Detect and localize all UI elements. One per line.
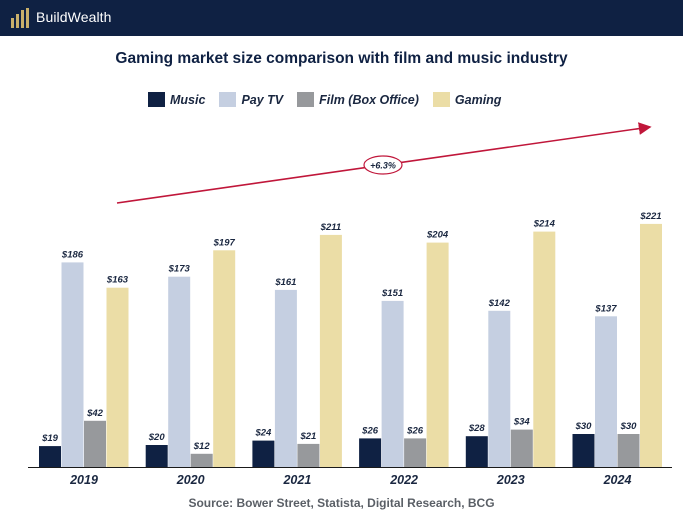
brand-name: BuildWealth bbox=[36, 9, 112, 25]
bar-music-2024 bbox=[572, 434, 595, 467]
legend-label-gaming: Gaming bbox=[454, 92, 502, 107]
bar-music-2023 bbox=[465, 436, 488, 467]
bar-pay-tv-2021 bbox=[274, 289, 297, 467]
legend-item-gaming: Gaming bbox=[432, 92, 502, 107]
growth-annotation-label: +6.3% bbox=[370, 161, 396, 171]
bar-pay-tv-2020 bbox=[168, 276, 191, 467]
data-label-film-box-office-2022: $26 bbox=[406, 425, 424, 436]
legend-label-music: Music bbox=[170, 92, 206, 107]
data-label-pay-tv-2022: $151 bbox=[381, 288, 403, 299]
chart-title: Gaming market size comparison with film … bbox=[115, 50, 568, 67]
data-label-pay-tv-2020: $173 bbox=[168, 264, 191, 275]
growth-annotation-oval bbox=[363, 155, 403, 175]
chart-legend: Music Pay TV Film (Box Office) Gaming bbox=[148, 92, 515, 107]
x-tick-label-2024: 2024 bbox=[603, 473, 632, 487]
bar-music-2021 bbox=[252, 440, 275, 467]
data-label-music-2019: $19 bbox=[41, 433, 59, 444]
legend-item-pay-tv: Pay TV bbox=[219, 92, 283, 107]
data-label-music-2020: $20 bbox=[148, 432, 166, 443]
x-tick-label-2021: 2021 bbox=[282, 473, 311, 487]
data-label-gaming-2022: $204 bbox=[426, 230, 449, 241]
x-tick-label-2023: 2023 bbox=[496, 473, 525, 487]
data-label-pay-tv-2024: $137 bbox=[594, 303, 617, 314]
data-label-music-2024: $30 bbox=[575, 421, 593, 432]
data-label-gaming-2024: $221 bbox=[639, 211, 661, 222]
bar-logo-icon bbox=[11, 8, 29, 28]
data-label-gaming-2020: $197 bbox=[213, 237, 236, 248]
bar-gaming-2024 bbox=[640, 223, 662, 467]
bar-gaming-2019 bbox=[106, 287, 129, 467]
data-label-music-2022: $26 bbox=[361, 425, 379, 436]
x-tick-label-2022: 2022 bbox=[389, 473, 418, 487]
bar-film-box-office-2024 bbox=[617, 434, 640, 467]
legend-swatch-music bbox=[148, 92, 165, 107]
data-label-pay-tv-2019: $186 bbox=[61, 249, 84, 260]
bar-film-box-office-2020 bbox=[190, 453, 213, 467]
header-bar: BuildWealth bbox=[0, 0, 683, 36]
x-tick-label-2020: 2020 bbox=[176, 473, 205, 487]
bar-pay-tv-2024 bbox=[595, 316, 617, 467]
bar-gaming-2023 bbox=[533, 231, 556, 467]
bar-pay-tv-2022 bbox=[381, 300, 404, 467]
bar-film-box-office-2021 bbox=[297, 443, 320, 467]
legend-swatch-pay-tv bbox=[219, 92, 237, 107]
legend-item-music: Music bbox=[148, 92, 205, 107]
bar-film-box-office-2023 bbox=[510, 429, 533, 467]
data-label-pay-tv-2023: $142 bbox=[488, 298, 511, 309]
bar-music-2019 bbox=[39, 446, 61, 467]
bar-music-2022 bbox=[359, 438, 382, 467]
data-label-film-box-office-2024: $30 bbox=[620, 421, 638, 432]
legend-item-film: Film (Box Office) bbox=[297, 92, 419, 107]
bar-gaming-2020 bbox=[213, 250, 236, 467]
bar-pay-tv-2019 bbox=[61, 262, 84, 467]
bar-film-box-office-2022 bbox=[404, 438, 427, 467]
data-label-gaming-2019: $163 bbox=[106, 275, 129, 286]
data-label-gaming-2021: $211 bbox=[320, 222, 341, 233]
data-label-film-box-office-2021: $21 bbox=[299, 431, 316, 442]
bar-music-2020 bbox=[145, 445, 168, 467]
data-label-pay-tv-2021: $161 bbox=[274, 277, 296, 288]
data-label-music-2023: $28 bbox=[468, 423, 486, 434]
data-label-film-box-office-2023: $34 bbox=[513, 417, 531, 428]
bar-pay-tv-2023 bbox=[488, 310, 511, 467]
data-label-music-2021: $24 bbox=[254, 428, 272, 439]
legend-label-film: Film (Box Office) bbox=[319, 92, 419, 107]
legend-swatch-gaming bbox=[432, 92, 450, 107]
legend-label-pay-tv: Pay TV bbox=[241, 92, 284, 107]
data-label-gaming-2023: $214 bbox=[533, 219, 556, 230]
legend-swatch-film bbox=[297, 92, 315, 107]
data-label-film-box-office-2020: $12 bbox=[193, 441, 211, 452]
bar-film-box-office-2019 bbox=[84, 420, 106, 467]
bar-gaming-2021 bbox=[319, 234, 342, 467]
bar-gaming-2022 bbox=[426, 242, 449, 467]
x-tick-label-2019: 2019 bbox=[69, 473, 98, 487]
source-note: Source: Bower Street, Statista, Digital … bbox=[188, 496, 495, 510]
data-label-film-box-office-2019: $42 bbox=[86, 408, 104, 419]
